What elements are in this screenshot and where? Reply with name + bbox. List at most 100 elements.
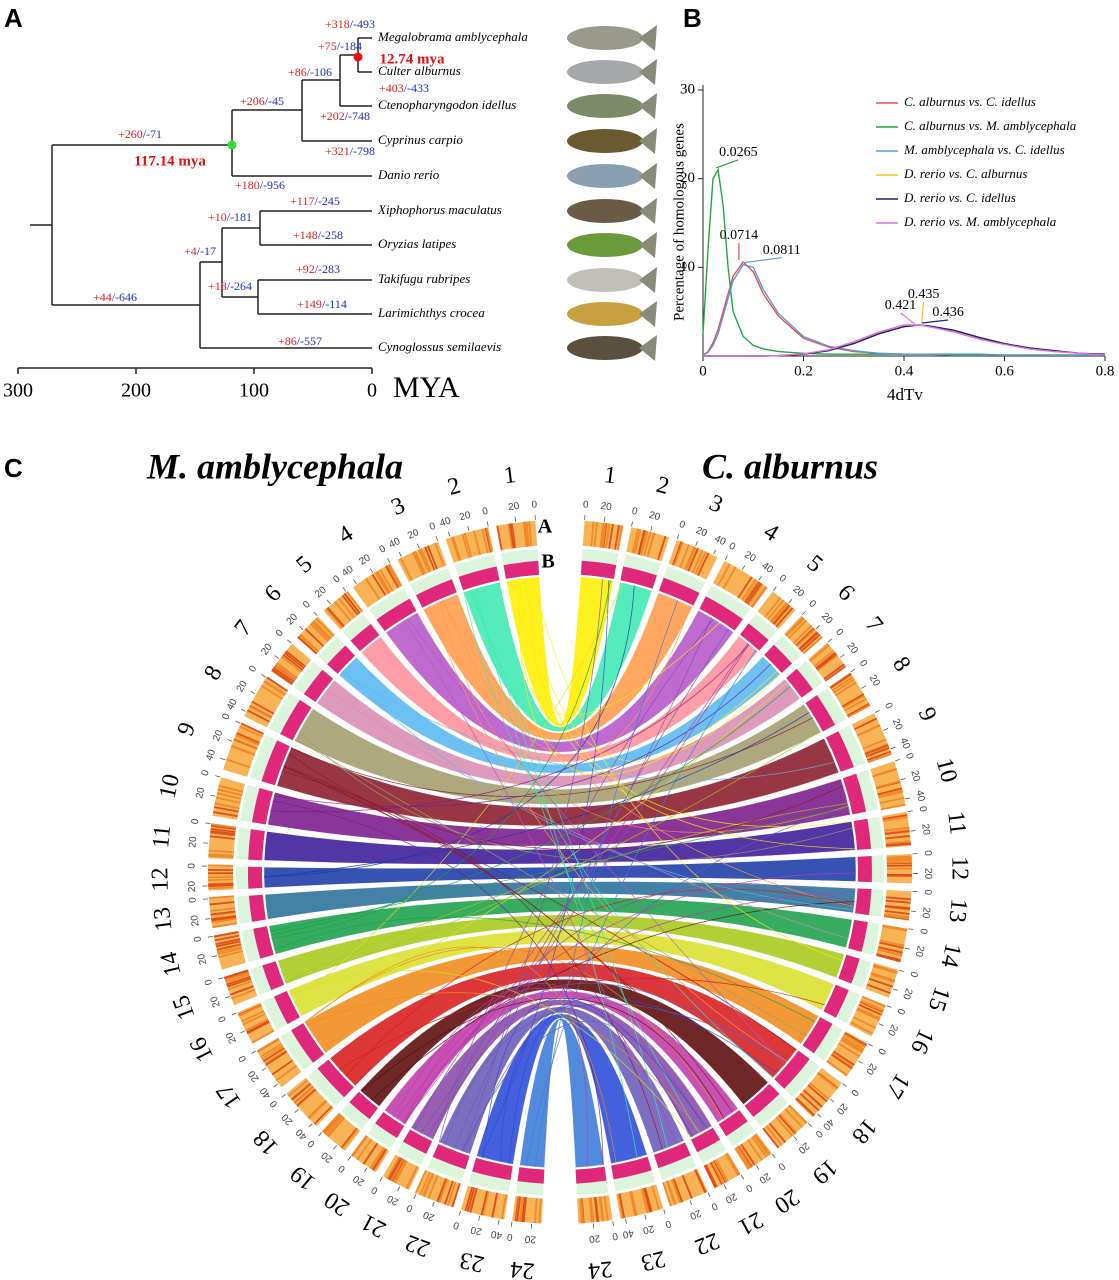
chromosome-label: 7 bbox=[860, 612, 888, 638]
chromosome-label: 8 bbox=[887, 652, 915, 676]
density-stripe bbox=[341, 594, 359, 616]
density-stripe bbox=[879, 941, 904, 949]
synteny-link bbox=[304, 945, 819, 1054]
density-stripe bbox=[264, 1049, 287, 1065]
tick-label: 0 bbox=[237, 1053, 250, 1064]
synteny-link bbox=[288, 929, 835, 1017]
density-stripe bbox=[580, 1198, 584, 1224]
density-stripe bbox=[434, 542, 445, 567]
density-stripe bbox=[386, 564, 401, 588]
density-stripe bbox=[879, 939, 905, 947]
gene-loss: /-956 bbox=[260, 178, 285, 192]
density-ring-b bbox=[261, 740, 290, 786]
density-stripe bbox=[885, 905, 911, 910]
tick-mark bbox=[898, 969, 904, 972]
tick-label: 20 bbox=[844, 641, 860, 657]
density-ring-b bbox=[786, 668, 813, 698]
density-stripe bbox=[878, 946, 903, 954]
tick-label: 0 bbox=[743, 1182, 754, 1195]
density-stripe bbox=[838, 1042, 861, 1058]
tick-label: 0 bbox=[531, 499, 538, 510]
tick-mark bbox=[212, 955, 218, 958]
tick-label: 0 bbox=[812, 1128, 824, 1140]
tick-label: 40 bbox=[820, 1116, 836, 1132]
density-stripe bbox=[452, 536, 462, 561]
tick-mark bbox=[326, 599, 331, 605]
tick-mark bbox=[220, 757, 226, 761]
density-ring-b bbox=[744, 1083, 780, 1117]
density-stripe bbox=[630, 1190, 638, 1216]
density-stripe bbox=[778, 1114, 796, 1135]
density-stripe bbox=[210, 825, 236, 830]
density-stripe bbox=[217, 945, 242, 954]
density-ring-b bbox=[503, 560, 540, 579]
density-stripe bbox=[275, 1064, 297, 1082]
density-ring-b bbox=[855, 888, 872, 916]
chromosome-label: 22 bbox=[402, 1229, 434, 1262]
cross-link bbox=[263, 585, 635, 878]
tick-mark bbox=[713, 549, 717, 555]
gene-gain: +10 bbox=[208, 210, 227, 224]
cross-link bbox=[270, 685, 791, 936]
density-stripe bbox=[856, 1008, 880, 1021]
gene-gain: +149 bbox=[297, 297, 322, 311]
cross-link bbox=[304, 946, 724, 1120]
density-ring-b bbox=[838, 954, 860, 984]
density-stripe bbox=[681, 1174, 693, 1199]
density-stripe bbox=[215, 938, 241, 946]
density-ring-b bbox=[691, 1127, 721, 1153]
cross-link bbox=[461, 579, 603, 1152]
tick-mark bbox=[510, 1221, 513, 1227]
cross-link bbox=[290, 970, 692, 1138]
tick-label: 20 bbox=[313, 584, 329, 600]
tick-mark bbox=[274, 655, 280, 659]
gene-gain: +18 bbox=[208, 279, 227, 293]
density-stripe bbox=[480, 1190, 488, 1216]
branch-label: +180/-956 bbox=[235, 178, 285, 192]
density-stripe bbox=[886, 855, 912, 859]
tick-label: 0 bbox=[190, 818, 202, 825]
density-stripe bbox=[261, 1045, 284, 1060]
density-ring-a bbox=[256, 1037, 302, 1088]
cross-link bbox=[403, 971, 789, 1124]
density-stripe bbox=[618, 1193, 626, 1219]
tick-label: 40 bbox=[340, 564, 356, 580]
cross-link bbox=[461, 1020, 706, 1152]
tick-label: 0 bbox=[678, 519, 687, 531]
tick-label: 0 bbox=[857, 658, 869, 669]
density-stripe bbox=[616, 525, 623, 551]
chromosome-label: 18 bbox=[846, 1113, 881, 1148]
tick-label: 0 bbox=[917, 927, 929, 935]
gene-loss: /-71 bbox=[143, 127, 162, 141]
density-stripe bbox=[414, 1169, 427, 1194]
tick-label: 20 bbox=[908, 769, 922, 783]
density-stripe bbox=[736, 1146, 752, 1169]
cross-link bbox=[338, 978, 825, 1070]
species-name: Megalobrama amblycephala bbox=[377, 29, 528, 44]
density-ring-b bbox=[575, 1166, 607, 1184]
gene-loss: /-45 bbox=[265, 94, 284, 108]
cross-link bbox=[463, 806, 849, 1153]
cross-link bbox=[403, 619, 667, 1149]
chromosome-label: 11 bbox=[942, 810, 971, 836]
panel-label: B bbox=[683, 3, 702, 33]
density-stripe bbox=[260, 1043, 283, 1058]
density-stripe bbox=[209, 901, 235, 906]
tick-mark bbox=[773, 586, 777, 591]
tick-label: 20 bbox=[259, 641, 275, 657]
density-ring-b bbox=[247, 866, 263, 889]
gene-gain: +148 bbox=[293, 228, 318, 242]
density-ring-b bbox=[350, 623, 380, 652]
cross-link bbox=[414, 883, 855, 1130]
density-stripe bbox=[263, 680, 286, 696]
tick-mark bbox=[205, 918, 211, 920]
tick-label: 20 bbox=[694, 525, 709, 540]
density-ring-b bbox=[658, 577, 700, 606]
density-stripe bbox=[684, 546, 696, 571]
cross-link bbox=[523, 578, 781, 762]
density-stripe bbox=[795, 1097, 815, 1116]
density-stripe bbox=[767, 599, 785, 620]
fish-icon bbox=[567, 336, 643, 360]
panel-label: C bbox=[4, 453, 23, 483]
